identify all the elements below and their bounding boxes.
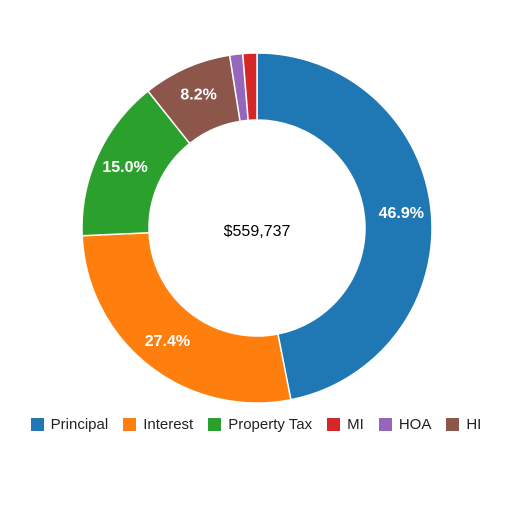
slices-group <box>81 52 433 404</box>
legend-label-hoa: HOA <box>398 416 432 433</box>
slice-label-principal: 46.9% <box>379 205 424 222</box>
legend-swatch-hoa <box>378 418 392 431</box>
legend: Principal Interest Property Tax MI HOA HI <box>0 416 512 433</box>
legend-item-property-tax[interactable]: Property Tax <box>208 416 312 433</box>
legend-label-mi: MI <box>347 416 364 433</box>
slice-principal[interactable] <box>256 52 433 401</box>
legend-item-hi[interactable]: HI <box>446 416 481 433</box>
legend-item-mi[interactable]: MI <box>327 416 364 433</box>
slice-label-hi: 8.2% <box>180 87 216 104</box>
legend-swatch-mi <box>327 418 341 431</box>
legend-swatch-hi <box>446 418 460 431</box>
legend-swatch-interest <box>123 418 137 431</box>
center-total-label: $559,737 <box>224 223 291 240</box>
slice-interest[interactable] <box>81 231 292 404</box>
slice-label-interest: 27.4% <box>145 333 190 350</box>
legend-label-interest: Interest <box>143 416 194 433</box>
legend-label-hi: HI <box>466 416 482 433</box>
legend-item-hoa[interactable]: HOA <box>378 416 432 433</box>
slice-mi[interactable] <box>241 52 258 122</box>
legend-item-interest[interactable]: Interest <box>123 416 193 433</box>
slice-labels-group: 46.9% 27.4% 15.0% 8.2% <box>102 87 424 351</box>
slice-label-property-tax: 15.0% <box>102 159 147 176</box>
legend-label-property-tax: Property Tax <box>228 416 313 433</box>
legend-item-principal[interactable]: Principal <box>30 416 109 433</box>
legend-swatch-principal <box>30 418 44 431</box>
legend-swatch-property-tax <box>208 418 222 431</box>
legend-label-principal: Principal <box>50 416 109 433</box>
